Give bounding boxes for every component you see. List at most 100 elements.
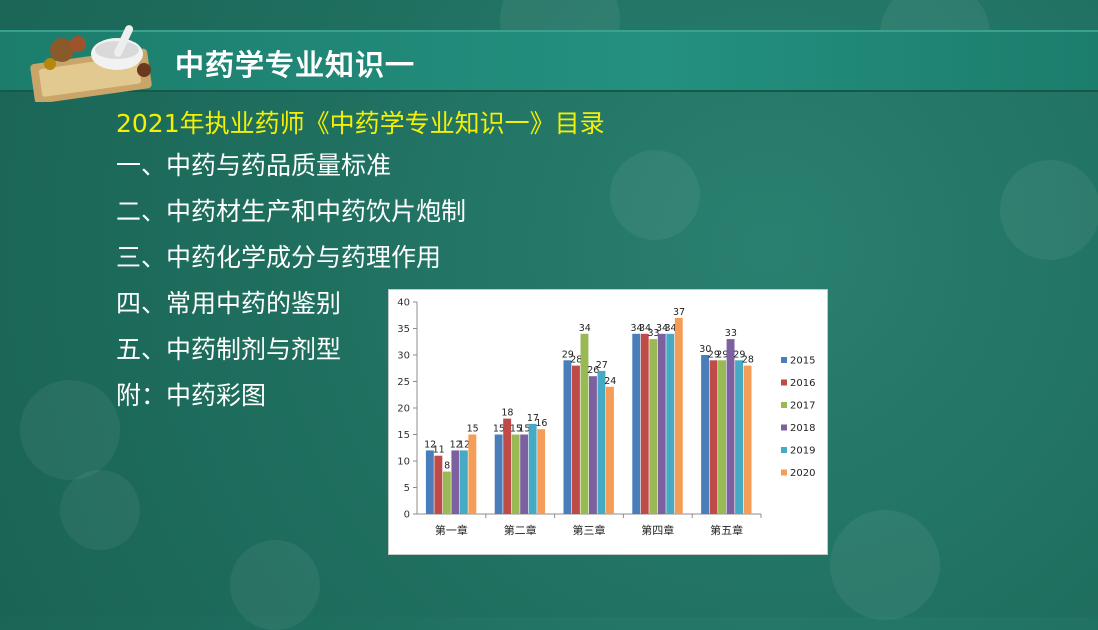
x-tick-label: 第四章 xyxy=(641,523,674,537)
data-label: 8 xyxy=(444,461,450,472)
bar xyxy=(580,333,589,514)
bar xyxy=(674,317,683,514)
y-tick-label: 35 xyxy=(397,324,410,335)
bar xyxy=(425,450,434,514)
bar xyxy=(459,450,468,514)
bar xyxy=(606,386,614,514)
data-label: 29 xyxy=(716,349,728,360)
data-label: 33 xyxy=(725,328,737,339)
y-tick-label: 0 xyxy=(404,510,410,521)
data-label: 17 xyxy=(527,413,539,424)
toc-item: 五、中药制剂与剂型 xyxy=(116,335,342,364)
data-label: 15 xyxy=(518,424,530,435)
bar xyxy=(709,360,718,514)
legend-label: 2015 xyxy=(790,356,815,367)
data-label: 16 xyxy=(535,418,547,429)
data-label: 11 xyxy=(433,445,445,456)
data-label: 18 xyxy=(501,408,513,419)
watermark-circle xyxy=(830,510,940,620)
data-label: 24 xyxy=(604,376,616,387)
bar xyxy=(657,333,666,514)
bar xyxy=(451,450,460,514)
toc-item: 二、中药材生产和中药饮片炮制 xyxy=(116,197,467,226)
bar xyxy=(726,339,735,514)
bar xyxy=(597,370,606,514)
legend-swatch xyxy=(781,469,787,476)
y-tick-label: 25 xyxy=(397,377,410,388)
watermark-circle xyxy=(60,470,140,550)
bar xyxy=(743,365,752,514)
data-label: 15 xyxy=(493,424,505,435)
bar xyxy=(528,423,537,514)
x-tick-label: 第三章 xyxy=(573,523,606,537)
legend-swatch xyxy=(781,379,787,386)
x-tick-label: 第二章 xyxy=(504,523,537,537)
data-label: 34 xyxy=(639,323,651,334)
data-label: 27 xyxy=(596,360,608,371)
bar xyxy=(589,376,597,514)
toc-item: 一、中药与药品质量标准 xyxy=(116,151,392,180)
data-label: 30 xyxy=(699,344,711,355)
bar xyxy=(537,429,546,514)
data-label: 33 xyxy=(648,328,660,339)
data-label: 34 xyxy=(665,323,677,334)
y-tick-label: 5 xyxy=(404,483,410,494)
y-tick-label: 15 xyxy=(397,430,410,441)
bar xyxy=(701,355,709,514)
header-bar xyxy=(0,30,1098,92)
bar xyxy=(735,360,743,514)
y-tick-label: 40 xyxy=(397,298,410,309)
bar-chart: 051015202530354012118121215第一章1518151517… xyxy=(397,298,815,538)
watermark-circle xyxy=(230,540,320,630)
legend-label: 2017 xyxy=(790,401,815,412)
bar xyxy=(434,455,443,514)
chart-panel: 0 5 10 15 20 25 30 35 40 12 11 8 12 12 15 第一章 15 18 15 15 17… xyxy=(388,289,828,555)
toc-item: 附：中药彩图 xyxy=(116,381,267,410)
data-label: 15 xyxy=(467,424,479,435)
x-tick-label: 第一章 xyxy=(435,523,468,537)
legend-label: 2019 xyxy=(790,446,815,457)
bar xyxy=(572,365,580,514)
legend-swatch xyxy=(781,447,787,453)
bar xyxy=(718,360,726,514)
bar xyxy=(494,434,503,514)
legend-swatch xyxy=(781,424,787,431)
bar xyxy=(442,471,451,514)
data-label: 29 xyxy=(733,349,745,360)
toc-heading: 2021年执业药师《中药学专业知识一》目录 xyxy=(116,109,605,138)
watermark-circle xyxy=(610,150,700,240)
bar xyxy=(468,434,477,514)
data-label: 34 xyxy=(631,323,643,334)
bar xyxy=(666,333,675,514)
watermark-circle xyxy=(1000,160,1098,260)
bar xyxy=(649,339,658,514)
bar xyxy=(640,333,649,514)
data-label: 28 xyxy=(570,355,582,366)
x-tick-label: 第五章 xyxy=(710,523,743,537)
herbal-medicine-logo xyxy=(30,25,152,102)
toc-item: 三、中药化学成分与药理作用 xyxy=(116,243,442,272)
y-tick-label: 10 xyxy=(397,457,410,468)
data-label: 29 xyxy=(562,349,574,360)
page-title: 中药学专业知识一 xyxy=(175,48,416,82)
data-label: 34 xyxy=(656,323,668,334)
data-label: 12 xyxy=(424,439,436,450)
data-label: 28 xyxy=(742,355,754,366)
y-tick-label: 30 xyxy=(397,351,410,362)
legend-swatch xyxy=(781,357,787,363)
legend-label: 2018 xyxy=(790,423,815,434)
data-label: 15 xyxy=(510,424,522,435)
data-label: 26 xyxy=(587,365,599,376)
toc-list: 一、中药与药品质量标准 二、中药材生产和中药饮片炮制 三、中药化学成分与药理作用… xyxy=(116,150,466,426)
y-tick-label: 20 xyxy=(397,404,410,415)
legend-swatch xyxy=(781,402,787,408)
watermark-circle xyxy=(20,380,120,480)
bar xyxy=(511,434,520,514)
data-label: 12 xyxy=(450,439,462,450)
bar xyxy=(503,418,512,514)
data-label: 12 xyxy=(458,439,470,450)
bar xyxy=(520,434,529,514)
toc-item: 四、常用中药的鉴别 xyxy=(116,289,342,318)
data-label: 37 xyxy=(673,307,685,318)
data-label: 34 xyxy=(579,323,591,334)
